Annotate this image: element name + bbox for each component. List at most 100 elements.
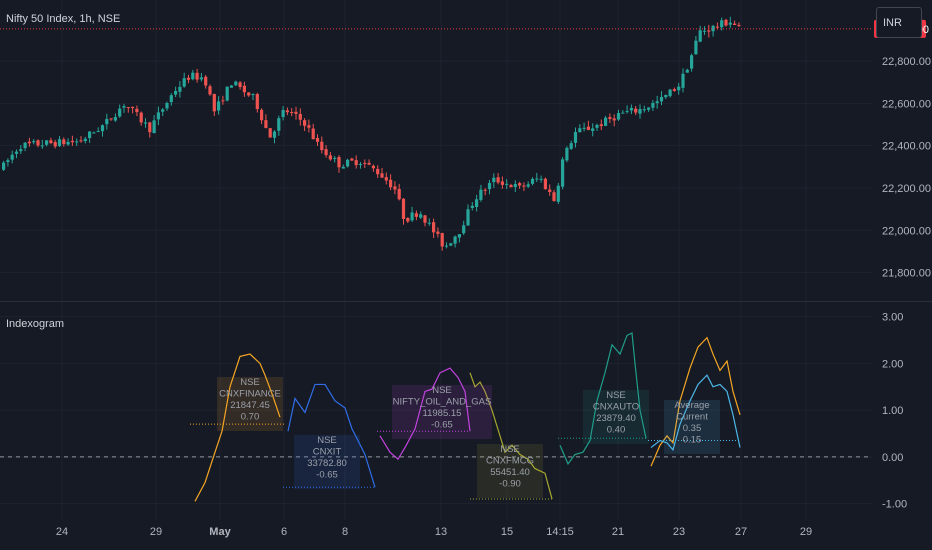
- currency-button[interactable]: INR: [876, 7, 922, 38]
- candle-body: [591, 128, 595, 131]
- candle-body: [543, 178, 547, 190]
- candle-body: [595, 124, 599, 128]
- candle-body: [573, 132, 578, 143]
- candle-body: [199, 77, 203, 80]
- candle-body: [328, 155, 332, 160]
- candle-body: [698, 30, 702, 42]
- candle-body: [281, 110, 285, 118]
- indexogram-line-5: [650, 336, 741, 467]
- candle-body: [638, 108, 642, 114]
- candle-body: [221, 100, 225, 102]
- candle-body: [556, 185, 560, 202]
- candle-body: [548, 189, 552, 192]
- candle-body: [728, 22, 732, 25]
- indicator-title[interactable]: Indexogram: [6, 318, 65, 330]
- sector-label-line: NSE: [317, 435, 337, 446]
- time-tick-label: 6: [281, 526, 287, 538]
- candle-body: [333, 157, 337, 159]
- candle-body: [715, 26, 719, 28]
- candle-body: [346, 159, 350, 167]
- price-tick-label: 22,600.00: [882, 98, 931, 110]
- sector-label-line: 33782.80: [307, 458, 347, 469]
- candle-body: [208, 86, 212, 95]
- sector-labels: NSECNXFINANCE21847.450.70NSECNXIT33782.8…: [190, 377, 740, 500]
- candle-body: [513, 184, 517, 188]
- candle-body: [505, 183, 509, 185]
- sector-label-box: [217, 377, 283, 431]
- candle-body: [277, 118, 281, 131]
- sector-label-line: -0.90: [499, 479, 521, 490]
- candle-body: [578, 128, 582, 133]
- candle-body: [634, 108, 638, 113]
- candle-body: [582, 127, 586, 129]
- candle-body: [143, 122, 148, 124]
- candle-body: [122, 106, 126, 108]
- candle-body: [655, 101, 659, 104]
- candle-body: [453, 236, 457, 244]
- indexogram-line-0: [194, 353, 281, 502]
- candle-body: [182, 78, 186, 87]
- price-axis[interactable]: 21,800.00 22,000.00 22,200.00 22,400.00 22,6…: [0, 19, 931, 280]
- candle-body: [483, 189, 487, 191]
- candle-body: [410, 212, 414, 221]
- candle-body: [113, 117, 117, 121]
- indicator-axis[interactable]: -1.00 0.00 1.00 2.00 3.00: [882, 312, 907, 511]
- candle-body: [229, 85, 234, 88]
- candle-body: [616, 113, 621, 120]
- sector-label-line: NSE: [500, 444, 520, 455]
- candle-body: [367, 162, 371, 165]
- candle-body: [509, 185, 513, 188]
- candle-body: [217, 101, 221, 111]
- candle-body: [569, 143, 573, 149]
- sector-label-box: [477, 444, 543, 498]
- candle-body: [621, 112, 625, 114]
- time-axis[interactable]: 24 29 May 6 8 13 15 14:15 21 23 27 29: [56, 526, 812, 538]
- candle-body: [320, 141, 324, 151]
- candle-body: [45, 140, 49, 145]
- candle-body: [152, 120, 156, 134]
- candle-body: [212, 94, 216, 112]
- time-tick-label: 14:15: [546, 526, 574, 538]
- candle-body: [733, 23, 737, 26]
- candle-body: [6, 160, 10, 162]
- candle-body: [406, 217, 410, 222]
- candle-body: [530, 178, 535, 184]
- indexogram-line-1: [287, 383, 376, 488]
- candle-body: [496, 177, 500, 183]
- candle-body: [711, 25, 715, 32]
- candle-body: [255, 94, 259, 109]
- candle-body: [363, 162, 367, 164]
- sector-label-line: CNXFMCG: [486, 456, 534, 467]
- sector-label-line: 0.70: [241, 412, 260, 423]
- price-tick-label: 22,400.00: [882, 141, 931, 153]
- symbol-title[interactable]: Nifty 50 Index, 1h, NSE: [6, 13, 121, 25]
- candle-body: [191, 72, 195, 80]
- candle-body: [79, 140, 83, 142]
- candle-body: [126, 107, 130, 109]
- sector-label-box: [664, 400, 720, 454]
- candle-body: [268, 128, 272, 138]
- candle-body: [186, 77, 191, 80]
- candle-body: [272, 131, 277, 138]
- candle-body: [109, 118, 113, 120]
- candle-body: [475, 199, 479, 207]
- candle-body: [642, 109, 646, 111]
- candle-body: [2, 162, 6, 170]
- price-tick-label: 22,000.00: [882, 225, 931, 237]
- indicator-tick-label: 1.00: [882, 405, 903, 417]
- time-tick-label: 15: [501, 526, 513, 538]
- candle-body: [608, 117, 612, 119]
- candle-body: [659, 96, 664, 102]
- sector-label-line: NSE: [606, 390, 626, 401]
- candle-body: [371, 165, 375, 169]
- candle-body: [156, 112, 160, 120]
- candle-body: [466, 209, 470, 226]
- candle-body: [668, 89, 672, 97]
- grid-lines: [0, 0, 872, 520]
- sector-label-box: [392, 385, 492, 439]
- candle-body: [737, 24, 741, 26]
- candle-body: [724, 19, 728, 26]
- candle-body: [92, 132, 96, 134]
- candle-body: [707, 30, 711, 32]
